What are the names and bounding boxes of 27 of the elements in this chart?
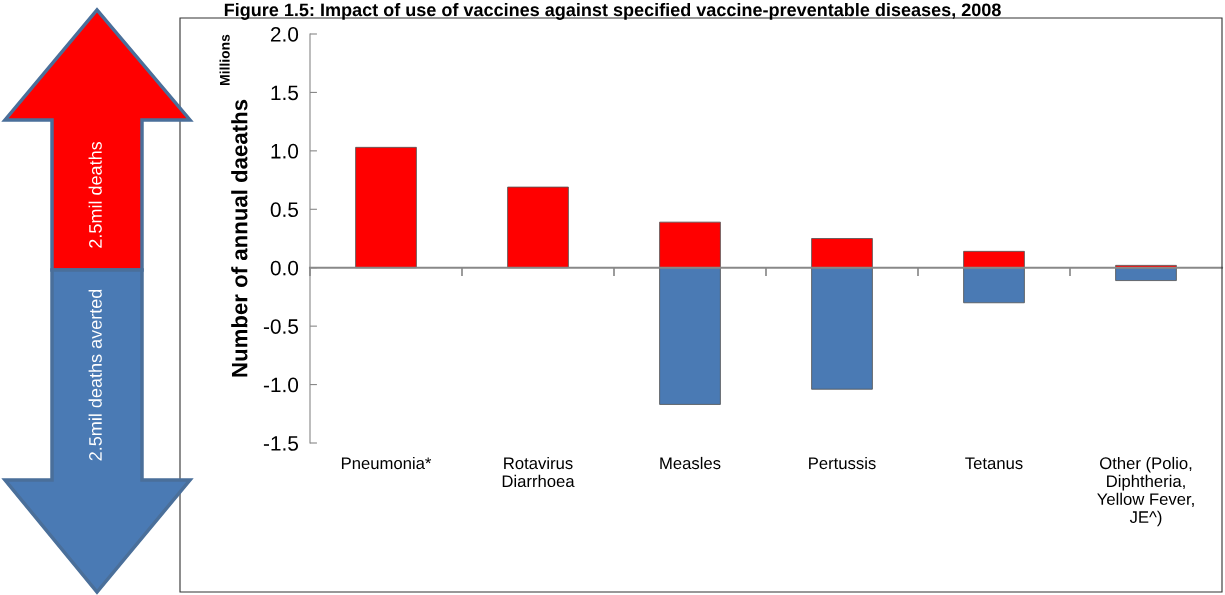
y-tick-label: 2.0 <box>270 27 299 42</box>
bar <box>659 267 721 405</box>
x-tick-label: Pertussis <box>809 456 876 470</box>
bar <box>963 250 1025 269</box>
y-axis-title: Number of annual daeaths <box>231 99 248 377</box>
bar <box>811 267 873 390</box>
bar <box>659 221 721 269</box>
text: 2.5mil deaths averted <box>88 289 102 461</box>
x-tick-label: Other (Polio, Diphtheria, Yellow Fever, JE^) <box>1097 456 1194 527</box>
x-tick-label: Pneumonia* <box>341 456 432 470</box>
y-tick-label: 1.5 <box>271 85 299 101</box>
x-tick-label: Tetanus <box>965 457 1023 470</box>
y-tick-label: -0.5 <box>263 319 299 334</box>
chart-title: Figure 1.5: Impact of use of vaccines against specified vaccine-preventable diseases, 2008 <box>224 2 1001 20</box>
bar <box>507 186 569 269</box>
bar <box>963 267 1025 304</box>
text: Millions <box>219 34 230 85</box>
x-tick-label: Rotavirus Diarrhoea <box>502 456 575 488</box>
y-tick-label: 1.0 <box>271 143 299 159</box>
x-tick-label: Measles <box>660 456 721 470</box>
y-tick-label: -1.0 <box>263 377 299 393</box>
y-tick-label: 0.0 <box>270 260 299 276</box>
text: 2.5mil deaths <box>88 141 102 248</box>
y-tick-label: -1.5 <box>263 436 299 451</box>
y-tick-label: 0.5 <box>270 202 299 218</box>
bar <box>811 238 873 269</box>
bar <box>355 146 417 269</box>
